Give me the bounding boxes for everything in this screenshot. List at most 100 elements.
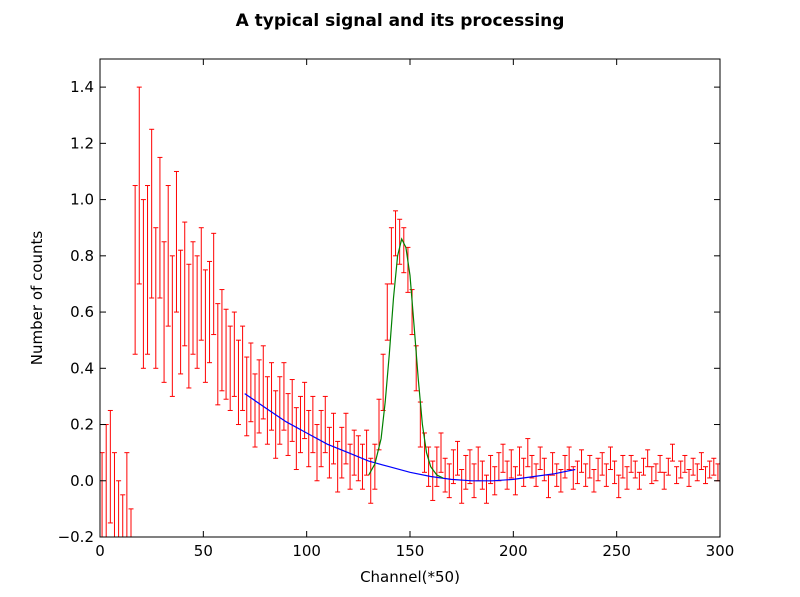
error-bar-point bbox=[401, 227, 407, 274]
error-bar-point bbox=[306, 409, 312, 468]
error-bar-point bbox=[132, 185, 138, 355]
error-bar-point bbox=[674, 466, 680, 485]
error-bar-point bbox=[376, 398, 382, 451]
error-bar-point bbox=[149, 128, 155, 299]
error-bar-point bbox=[500, 443, 506, 473]
error-bar-point bbox=[620, 454, 626, 479]
error-bar-point bbox=[388, 227, 394, 285]
error-bar-point bbox=[120, 494, 126, 537]
error-bar-point bbox=[504, 460, 510, 490]
chart-title: A typical signal and its processing bbox=[236, 11, 565, 31]
error-bar-point bbox=[711, 457, 717, 476]
error-bar-point bbox=[215, 303, 221, 406]
x-tick-label: 0 bbox=[95, 542, 105, 560]
error-bar-point bbox=[281, 362, 287, 431]
error-bar-point bbox=[508, 449, 514, 479]
error-bar-point bbox=[459, 469, 465, 504]
x-tick-label: 300 bbox=[706, 542, 735, 560]
error-bar-point bbox=[707, 460, 713, 479]
error-bar-point bbox=[384, 283, 390, 341]
error-bar-point bbox=[161, 241, 167, 383]
error-bar-point bbox=[463, 454, 469, 490]
error-bar-point bbox=[599, 452, 605, 476]
error-bar-point bbox=[525, 438, 531, 468]
error-bar-point bbox=[343, 412, 349, 465]
error-bar-point bbox=[450, 449, 456, 485]
y-tick-label: 1.4 bbox=[70, 78, 94, 96]
error-bar-point bbox=[194, 255, 200, 369]
x-tick-label: 200 bbox=[499, 542, 528, 560]
y-tick-label: 1.2 bbox=[70, 134, 94, 152]
error-bar-point bbox=[285, 393, 291, 456]
error-bar-point bbox=[128, 508, 134, 537]
error-bar-point bbox=[314, 424, 320, 482]
error-bar-point bbox=[186, 263, 192, 389]
error-bar-point bbox=[116, 480, 122, 537]
error-bar-point bbox=[591, 469, 597, 493]
error-bar-point bbox=[541, 457, 547, 482]
error-bar-point bbox=[157, 156, 163, 299]
error-bar-point bbox=[483, 474, 489, 504]
x-axis-label: Channel(*50) bbox=[360, 568, 460, 586]
x-tick-label: 100 bbox=[292, 542, 321, 560]
error-bar-point bbox=[545, 474, 551, 499]
error-bar-point bbox=[207, 260, 213, 364]
y-tick-label: 0.2 bbox=[70, 416, 94, 434]
error-bar-point bbox=[653, 463, 659, 482]
y-tick-label: 0.0 bbox=[70, 472, 94, 490]
error-bar-point bbox=[335, 440, 341, 493]
error-bar-point bbox=[612, 460, 618, 485]
error-bar-point bbox=[372, 443, 378, 490]
error-bar-point bbox=[455, 440, 461, 476]
error-bar-point bbox=[393, 210, 399, 257]
error-bar-point bbox=[682, 454, 688, 473]
error-bar-point bbox=[240, 325, 246, 411]
peak-fit-line bbox=[368, 237, 444, 479]
error-bar-point bbox=[269, 362, 275, 431]
y-tick-label: 1.0 bbox=[70, 191, 94, 209]
error-bar-point bbox=[359, 443, 365, 490]
error-bar-point bbox=[326, 426, 332, 479]
y-tick-label: 0.6 bbox=[70, 303, 94, 321]
error-bar-point bbox=[190, 241, 196, 355]
error-bar-point bbox=[521, 457, 527, 487]
error-bar-point bbox=[136, 86, 142, 285]
y-tick-label: 0.8 bbox=[70, 247, 94, 265]
error-bar-point bbox=[579, 449, 585, 473]
error-bar-point bbox=[289, 379, 295, 442]
error-bar-point bbox=[533, 463, 539, 487]
error-bar-point bbox=[628, 454, 634, 473]
error-bar-point bbox=[595, 457, 601, 482]
error-bar-point bbox=[641, 457, 647, 476]
error-bar-point bbox=[686, 469, 692, 487]
error-bar-point bbox=[616, 474, 622, 499]
error-bar-point bbox=[574, 460, 580, 485]
error-bar-point bbox=[368, 457, 374, 504]
x-tick-label: 150 bbox=[396, 542, 425, 560]
error-bar-point bbox=[145, 185, 151, 355]
y-axis-label: Number of counts bbox=[28, 231, 46, 366]
error-bar-point bbox=[173, 170, 179, 313]
error-bar-point bbox=[426, 446, 432, 487]
error-bar-point bbox=[111, 452, 117, 537]
error-bar-point bbox=[430, 460, 436, 501]
error-bar-point bbox=[310, 395, 316, 454]
error-bar-point bbox=[438, 432, 444, 473]
x-tick-label: 50 bbox=[194, 542, 213, 560]
error-bar-point bbox=[649, 466, 655, 485]
error-bar-point bbox=[252, 373, 258, 448]
error-bar-point bbox=[231, 311, 237, 397]
error-bar-point bbox=[517, 446, 523, 476]
error-bar-point bbox=[607, 446, 613, 471]
error-bar-point bbox=[529, 454, 535, 479]
error-bar-point bbox=[277, 376, 283, 445]
error-bar-point bbox=[202, 269, 208, 383]
error-bar-point bbox=[223, 308, 229, 400]
error-bar-point bbox=[178, 249, 184, 375]
error-bar-point bbox=[318, 409, 324, 468]
error-bar-point bbox=[537, 446, 543, 471]
error-bar-point bbox=[488, 454, 494, 485]
error-bar-point bbox=[698, 452, 704, 471]
y-tick-label: −0.2 bbox=[58, 528, 94, 546]
y-tick-label: 0.4 bbox=[70, 359, 94, 377]
